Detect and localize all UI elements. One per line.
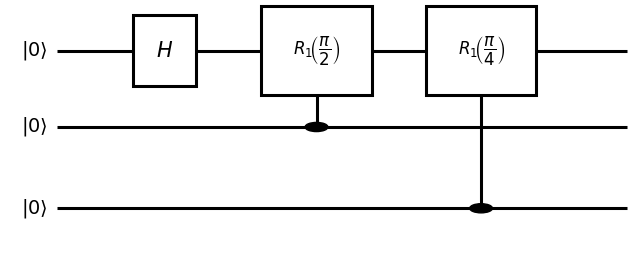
FancyBboxPatch shape xyxy=(261,6,372,95)
Text: $R_1\!\left(\dfrac{\pi}{2}\right)$: $R_1\!\left(\dfrac{\pi}{2}\right)$ xyxy=(293,34,340,67)
FancyBboxPatch shape xyxy=(425,6,536,95)
Circle shape xyxy=(305,122,328,132)
Circle shape xyxy=(470,204,492,213)
Text: $|0\rangle$: $|0\rangle$ xyxy=(22,197,48,220)
FancyBboxPatch shape xyxy=(133,15,196,86)
Text: $|0\rangle$: $|0\rangle$ xyxy=(22,39,48,62)
Text: $R_1\!\left(\dfrac{\pi}{4}\right)$: $R_1\!\left(\dfrac{\pi}{4}\right)$ xyxy=(458,34,505,67)
Text: $H$: $H$ xyxy=(156,41,173,61)
Text: $|0\rangle$: $|0\rangle$ xyxy=(22,116,48,138)
